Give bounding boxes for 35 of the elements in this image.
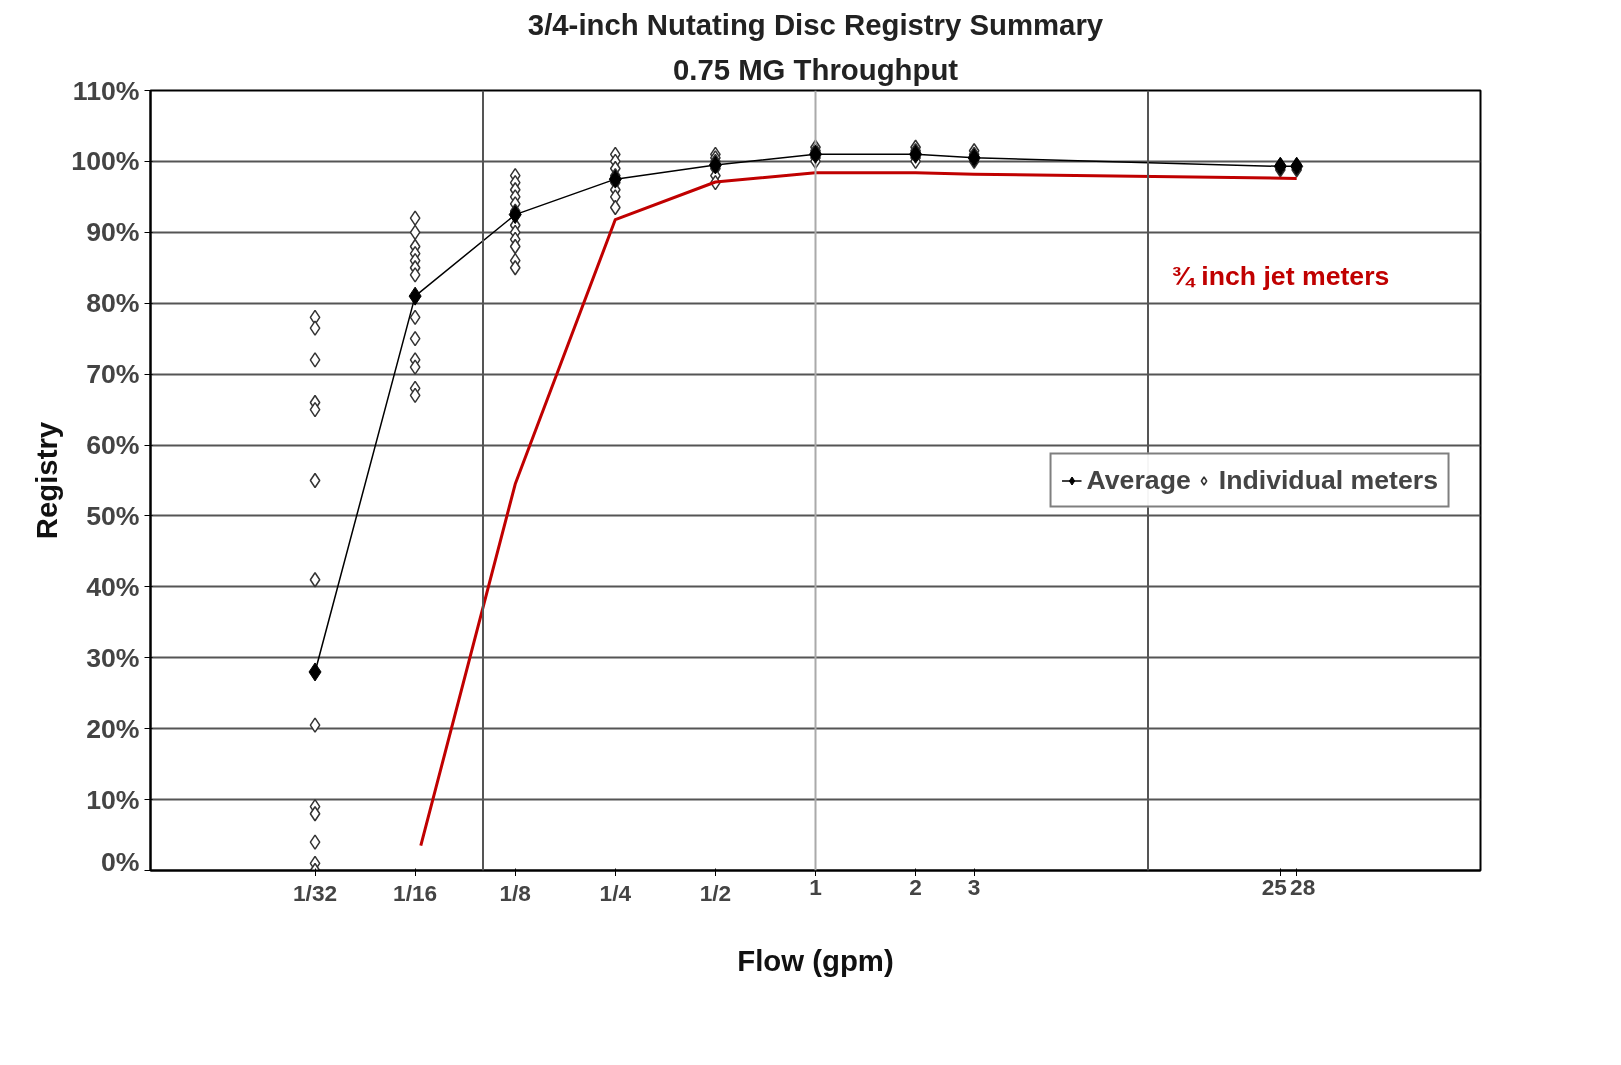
y-tick-label: 60% — [86, 430, 140, 461]
y-tick-label: 90% — [86, 217, 140, 248]
x-tick-label: 1/8 — [499, 879, 531, 906]
point — [708, 155, 722, 175]
x-tick-label: 1/4 — [599, 879, 632, 906]
chart-title: 3/4-inch Nutating Disc Registry Summary — [527, 7, 1104, 41]
x-tick-label: 3 — [967, 873, 981, 900]
y-tick-label: 70% — [86, 359, 140, 390]
point — [408, 286, 422, 306]
y-tick-label: 20% — [86, 713, 140, 744]
legend-label: Individual meters — [1218, 464, 1438, 496]
point — [308, 662, 322, 682]
point — [508, 205, 522, 225]
point — [909, 144, 923, 164]
annotation: ¾ inch jet meters — [1171, 260, 1390, 291]
y-tick-label: 80% — [86, 288, 140, 319]
x-tick-label: 1/16 — [393, 879, 438, 906]
y-tick-label: 10% — [86, 784, 140, 815]
y-tick-label: 110% — [72, 75, 140, 106]
y-tick-label: 40% — [86, 571, 140, 602]
x-tick-label: 25 — [1261, 873, 1287, 900]
x-axis-title: Flow (gpm) — [737, 943, 894, 977]
x-tick-label: 1/2 — [699, 879, 732, 906]
x-tick-label: 2 — [909, 873, 922, 900]
y-tick-label: 0% — [100, 846, 140, 877]
point — [608, 169, 622, 189]
y-tick-label: 30% — [86, 642, 140, 673]
y-tick-label: 100% — [71, 146, 140, 177]
x-tick-label: 28 — [1290, 873, 1316, 900]
legend-label: Average — [1086, 464, 1191, 496]
y-axis-title: Registry — [30, 421, 64, 540]
x-tick-label: 1 — [809, 873, 822, 900]
x-tick-label: 1/32 — [292, 879, 338, 906]
y-tick-label: 50% — [86, 500, 140, 531]
chart-subtitle: 0.75 MG Throughput — [672, 52, 959, 86]
